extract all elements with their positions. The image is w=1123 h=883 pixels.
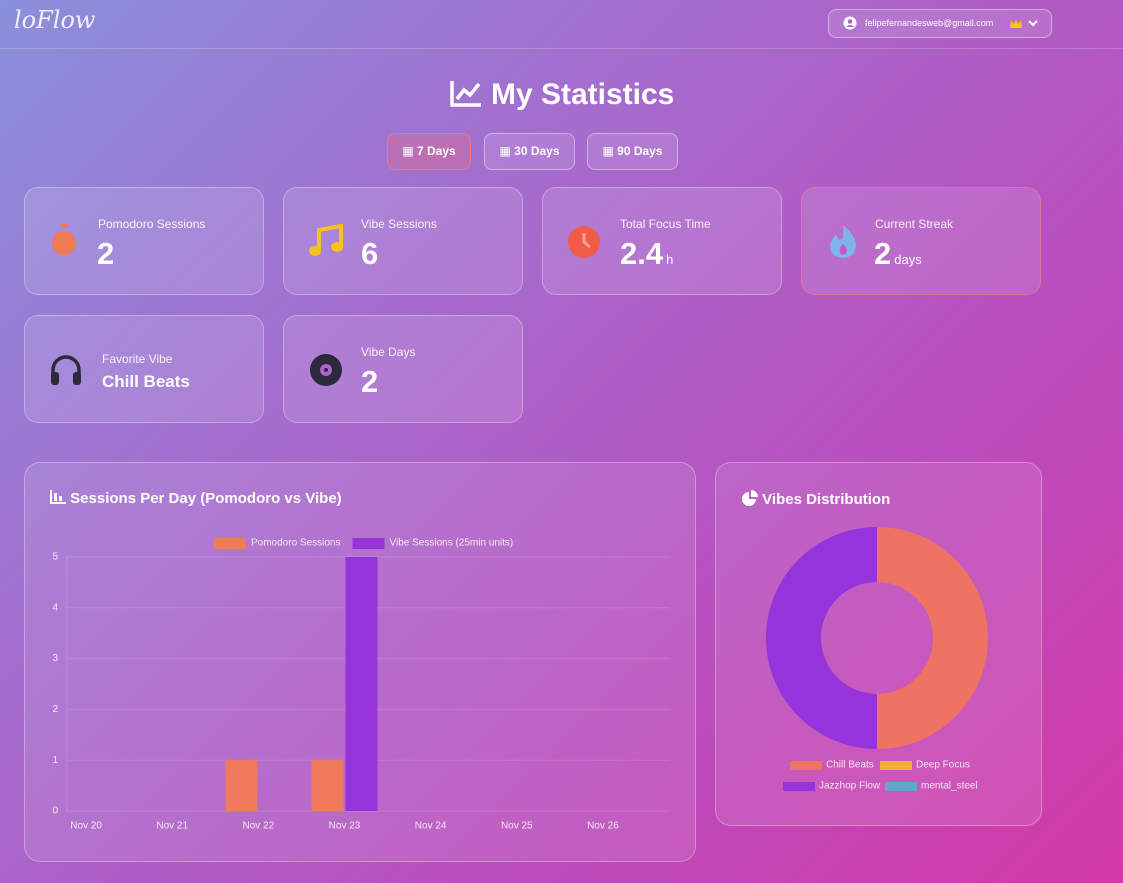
legend-swatch <box>214 538 246 549</box>
stat-label: Current Streak <box>875 217 954 231</box>
panel-title: Vibes Distribution <box>742 490 890 508</box>
email: felipefernandesweb@gmail.com <box>865 18 994 28</box>
stat-label: Favorite Vibe <box>102 352 173 366</box>
y-tick-label: 1 <box>52 755 58 766</box>
stat-value: 2 <box>97 236 115 271</box>
music-icon <box>309 224 343 256</box>
y-tick-label: 0 <box>52 806 58 817</box>
bar-icon <box>50 490 66 504</box>
value-number: 2.4 <box>620 236 664 271</box>
x-tick-label: Nov 20 <box>70 821 102 832</box>
top-bar: loFlow felipefernandesweb@gmail.com <box>0 0 1123 49</box>
legend-label: Chill Beats <box>826 760 874 771</box>
y-tick-label: 5 <box>52 552 58 563</box>
value-unit: h <box>666 252 674 267</box>
pie-icon <box>742 490 758 506</box>
value-number: 2 <box>874 236 892 271</box>
stat-card: Total Focus Time 2.4 h <box>542 187 782 295</box>
panel-title: Sessions Per Day (Pomodoro vs Vibe) <box>50 490 342 507</box>
stat-value: 2.4 h <box>620 236 673 272</box>
legend-label: Jazzhop Flow <box>819 781 881 792</box>
x-tick-label: Nov 26 <box>587 821 619 832</box>
user-icon <box>843 16 857 30</box>
stat-value: 2 days <box>874 236 922 272</box>
chart-icon <box>449 81 481 107</box>
y-tick-label: 4 <box>52 602 58 613</box>
x-tick-label: Nov 22 <box>243 821 275 832</box>
stat-value: 2 <box>361 364 379 399</box>
legend-swatch <box>783 782 815 791</box>
range-label: 30 Days <box>514 144 560 158</box>
stat-card: Favorite Vibe Chill Beats <box>24 315 264 423</box>
account-menu[interactable]: felipefernandesweb@gmail.com <box>828 9 1052 38</box>
value-unit: days <box>894 252 922 267</box>
x-tick-label: Nov 25 <box>501 821 533 832</box>
stat-card: Pomodoro Sessions 2 <box>24 187 264 295</box>
stat-label: Vibe Days <box>361 345 416 359</box>
flame-icon <box>830 225 856 258</box>
legend-label: Vibe Sessions (25min units) <box>390 538 514 549</box>
stat-value: 6 <box>361 236 379 271</box>
range-button[interactable]: ▦ 90 Days <box>587 133 678 170</box>
stat-label: Total Focus Time <box>620 217 711 231</box>
x-tick-label: Nov 21 <box>156 821 188 832</box>
legend-label: mental_steel <box>921 781 978 792</box>
stopwatch-icon <box>52 224 76 255</box>
legend-swatch <box>352 538 385 549</box>
x-tick-label: Nov 24 <box>415 821 447 832</box>
y-tick-label: 3 <box>52 653 58 664</box>
chart-title: Sessions Per Day (Pomodoro vs Vibe) <box>70 490 342 507</box>
y-tick-label: 2 <box>52 704 58 715</box>
logo[interactable]: loFlow <box>14 6 96 34</box>
headphones-icon <box>51 355 81 385</box>
chart-title: Vibes Distribution <box>762 491 891 508</box>
legend-label: Deep Focus <box>916 760 970 771</box>
donut-slice <box>877 527 988 749</box>
x-tick-label: Nov 23 <box>329 821 361 832</box>
legend-swatch <box>790 761 822 770</box>
stat-card: Vibe Days 2 <box>283 315 523 423</box>
range-button[interactable]: ▦ 30 Days <box>484 133 575 170</box>
crown-icon <box>1010 19 1038 28</box>
stat-label: Pomodoro Sessions <box>98 217 206 231</box>
range-label: 7 Days <box>416 144 456 158</box>
legend-swatch <box>880 761 912 770</box>
page-title: My Statistics <box>0 78 1123 112</box>
bar <box>345 557 378 811</box>
bar <box>225 760 258 811</box>
stat-label: Vibe Sessions <box>361 217 437 231</box>
legend-swatch <box>885 782 917 791</box>
legend-label: Pomodoro Sessions <box>251 538 341 549</box>
stat-value: Chill Beats <box>102 372 190 391</box>
vinyl-icon <box>310 354 342 386</box>
clock-icon <box>568 226 600 258</box>
stat-card: Current Streak 2 days <box>801 187 1041 295</box>
title-text: My Statistics <box>490 78 675 111</box>
bar <box>311 760 344 811</box>
range-label: 90 Days <box>617 144 663 158</box>
stat-card: Vibe Sessions 6 <box>283 187 523 295</box>
donut-slice <box>766 527 877 749</box>
range-button[interactable]: ▦ 7 Days <box>387 133 471 170</box>
